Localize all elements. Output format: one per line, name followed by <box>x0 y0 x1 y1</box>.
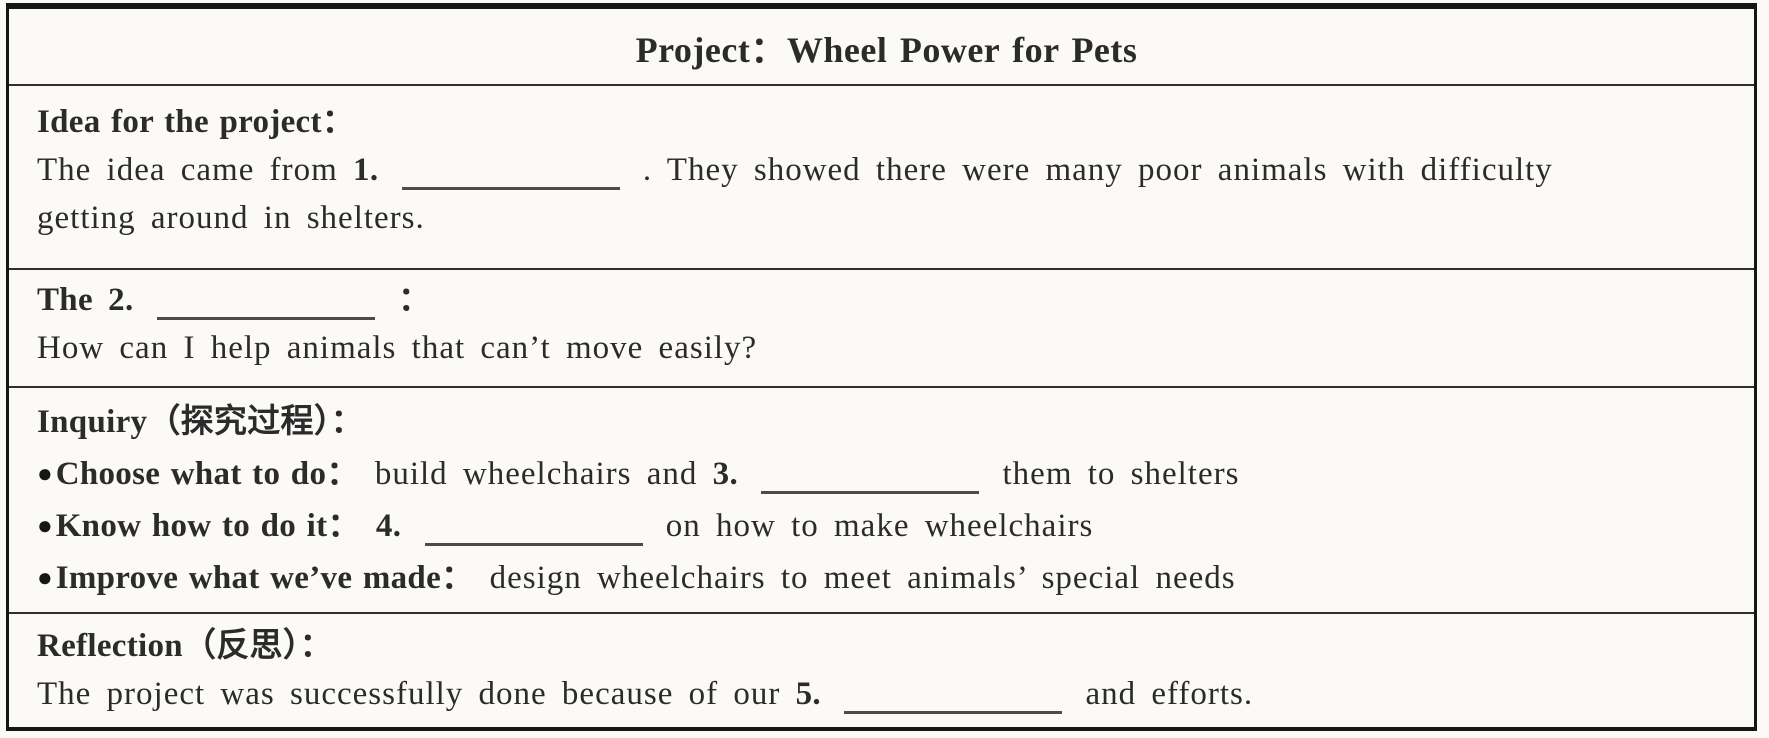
idea-text-post: . They showed there were many poor anima… <box>642 152 1553 188</box>
idea-section: Idea for the project： The idea came from… <box>9 84 1754 268</box>
inquiry-bullet-3-text: design wheelchairs to meet animals’ spec… <box>489 560 1236 596</box>
bullet-icon: ● <box>37 459 54 488</box>
idea-sentence-line-2: getting around in shelters. <box>37 194 1736 242</box>
blank-2-number: 2. <box>108 282 134 318</box>
inquiry-bullet-2-post: on how to make wheelchairs <box>665 508 1094 544</box>
inquiry-bullet-3-label: Improve what we’ve made： <box>55 560 475 596</box>
inquiry-bullet-2: ●Know how to do it： 4. on how to make wh… <box>37 500 1736 552</box>
inquiry-heading: Inquiry（探究过程）： <box>37 404 364 440</box>
question-sentence-line: How can I help animals that can’t move e… <box>37 324 1736 372</box>
inquiry-bullet-2-label: Know how to do it： <box>55 508 361 544</box>
inquiry-heading-line: Inquiry（探究过程）： <box>37 396 1736 448</box>
blank-4-number: 4. <box>375 508 402 544</box>
inquiry-bullet-1-pre: build wheelchairs and <box>374 456 698 492</box>
blank-5 <box>844 673 1063 714</box>
blank-1 <box>401 149 620 190</box>
question-colon: ： <box>398 282 432 318</box>
idea-heading: Idea for the project： <box>37 104 356 140</box>
question-section: The 2. ： How can I help animals that can… <box>9 268 1754 386</box>
reflection-text-post: and efforts. <box>1085 676 1254 712</box>
inquiry-section: Inquiry（探究过程）： ●Choose what to do： build… <box>9 386 1754 612</box>
bullet-icon: ● <box>37 511 54 540</box>
reflection-section: Reflection（反思）： The project was successf… <box>9 612 1754 727</box>
idea-sentence-line-1: The idea came from 1. . They showed ther… <box>37 146 1736 194</box>
reflection-sentence-line: The project was successfully done becaus… <box>37 670 1736 718</box>
idea-heading-line: Idea for the project： <box>37 98 1736 146</box>
question-text: How can I help animals that can’t move e… <box>37 330 758 366</box>
inquiry-bullet-1-post: them to shelters <box>1002 456 1240 492</box>
reflection-heading-line: Reflection（反思）： <box>37 622 1736 670</box>
blank-2 <box>156 279 375 320</box>
project-table: Project：Wheel Power for Pets Idea for th… <box>6 3 1757 731</box>
title-row: Project：Wheel Power for Pets <box>9 9 1754 84</box>
inquiry-bullet-1: ●Choose what to do： build wheelchairs an… <box>37 448 1736 500</box>
question-text-pre: The <box>37 282 93 318</box>
blank-3 <box>761 453 980 494</box>
blank-5-number: 5. <box>795 676 821 712</box>
bullet-icon: ● <box>37 563 54 592</box>
inquiry-bullet-1-label: Choose what to do： <box>55 456 360 492</box>
question-heading-line: The 2. ： <box>37 276 1736 324</box>
idea-text-pre: The idea came from <box>37 152 338 188</box>
table-title: Project：Wheel Power for Pets <box>635 29 1138 70</box>
reflection-heading: Reflection（反思）： <box>37 628 333 664</box>
blank-4 <box>424 505 643 546</box>
blank-1-number: 1. <box>353 152 379 188</box>
blank-3-number: 3. <box>712 456 738 492</box>
inquiry-bullet-3: ●Improve what we’ve made： design wheelch… <box>37 552 1736 604</box>
reflection-text-pre: The project was successfully done becaus… <box>37 676 781 712</box>
idea-text-line2: getting around in shelters. <box>37 200 425 236</box>
